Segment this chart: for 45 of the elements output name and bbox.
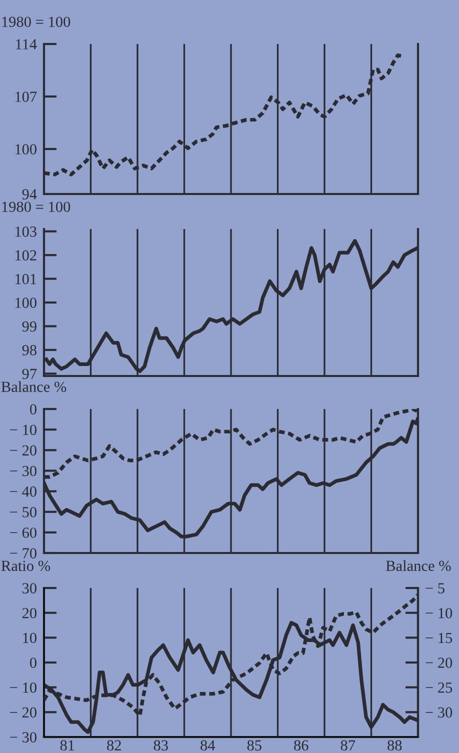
- y-tick-label: 100: [15, 144, 36, 154]
- y-axis-title: Balance %: [1, 381, 66, 392]
- y2-tick-label: − 25: [426, 682, 452, 693]
- x-tick-label: 86: [294, 740, 308, 751]
- y2-tick-label: − 5: [426, 583, 444, 594]
- y-tick-label: 100: [15, 298, 36, 308]
- y-tick-label: 114: [16, 39, 37, 50]
- y-tick-label: 30: [22, 583, 36, 594]
- y-tick-label: − 30: [10, 732, 36, 742]
- y-tick-label: 0: [30, 658, 36, 668]
- y2-tick-label: − 30: [426, 707, 452, 718]
- y-tick-label: 101: [15, 274, 36, 284]
- y-tick-label: − 10: [10, 682, 36, 693]
- y2-tick-label: − 20: [426, 658, 452, 668]
- y-axis-title: 1980 = 100: [2, 202, 70, 212]
- y-tick-label: 99: [22, 321, 36, 332]
- y2-tick-label: − 15: [426, 632, 452, 644]
- x-tick-label: 83: [154, 740, 168, 751]
- y-axis-title: 1980 = 100: [2, 16, 70, 28]
- x-tick-label: 87: [340, 740, 356, 751]
- y2-axis-title: Balance %: [386, 560, 451, 572]
- y-tick-label: 10: [23, 632, 36, 644]
- y-tick-label: − 60: [10, 528, 36, 538]
- y-tick-label: − 10: [10, 424, 36, 436]
- y-tick-label: 103: [15, 226, 36, 237]
- y-tick-label: 102: [15, 250, 36, 261]
- y-tick-label: 0: [30, 404, 36, 414]
- y2-tick-label: − 10: [426, 608, 452, 618]
- x-tick-label: 85: [247, 740, 262, 751]
- y-tick-label: − 30: [10, 466, 36, 476]
- y-tick-label: − 20: [10, 445, 36, 456]
- x-tick-label: 88: [388, 740, 402, 751]
- y-tick-label: 94: [22, 189, 37, 200]
- y-tick-label: 97: [22, 368, 37, 380]
- y-tick-label: 20: [22, 608, 36, 618]
- y-tick-label: 98: [22, 345, 36, 356]
- y-tick-label: − 40: [10, 486, 36, 497]
- y-axis-title: Ratio %: [1, 560, 50, 572]
- y-tick-label: − 20: [10, 707, 36, 718]
- x-tick-label: 84: [200, 740, 216, 751]
- y-tick-label: − 50: [10, 507, 36, 518]
- x-tick-label: 81: [60, 740, 74, 751]
- y-tick-label: 107: [15, 92, 37, 102]
- x-tick-label: 82: [107, 740, 121, 751]
- y-tick-label: − 70: [10, 548, 36, 558]
